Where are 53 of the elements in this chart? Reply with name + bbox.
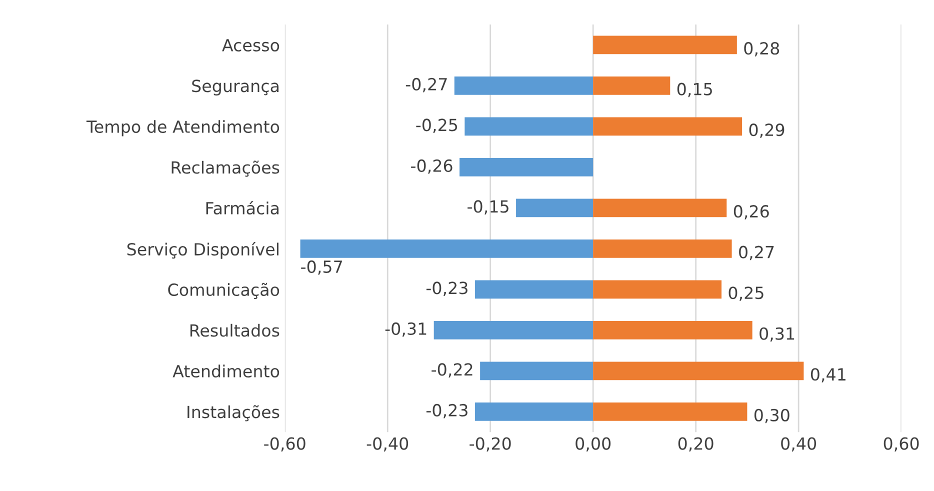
y-tick-label: Acesso — [222, 39, 280, 52]
data-label: -0,57 — [301, 260, 342, 275]
bar — [593, 76, 670, 95]
bar — [474, 280, 594, 299]
data-label: 0,15 — [677, 82, 712, 98]
y-tick-label: Serviço Disponível — [127, 242, 278, 259]
data-label: 0,28 — [744, 42, 780, 56]
y-tick-label: Farmácia — [206, 200, 278, 215]
y-tick-label: Segurança — [192, 80, 278, 96]
bar — [464, 117, 594, 136]
data-label: -0,15 — [468, 200, 508, 214]
bar — [434, 321, 594, 340]
bar — [474, 402, 594, 421]
data-label: 0,31 — [760, 327, 794, 342]
data-label: -0,25 — [416, 118, 458, 133]
data-label: -0,23 — [426, 282, 468, 296]
bar — [593, 36, 737, 54]
y-tick-label: Reclamações — [172, 160, 280, 177]
bar — [593, 280, 722, 299]
data-label: -0,31 — [385, 322, 426, 337]
y-tick-label: Comunicação — [168, 282, 280, 300]
data-label: -0,22 — [432, 363, 472, 378]
bar — [300, 240, 594, 258]
data-label: -0,23 — [426, 404, 468, 418]
bar — [593, 362, 804, 380]
x-tick-label: -0,20 — [470, 437, 511, 452]
data-label: -0,26 — [411, 159, 452, 174]
bar — [593, 117, 742, 136]
bar — [454, 76, 594, 95]
bar — [593, 198, 727, 218]
bar — [593, 321, 752, 340]
bar — [593, 240, 732, 258]
x-tick-label: 0,00 — [576, 437, 611, 452]
y-tick-label: Instalações — [188, 405, 280, 422]
y-tick-label: Atendimento — [172, 364, 280, 378]
bar — [516, 198, 594, 218]
data-label: 0,41 — [810, 368, 846, 382]
data-label: -0,27 — [406, 78, 447, 92]
data-label: 0,26 — [734, 205, 769, 220]
data-label: 0,27 — [739, 246, 774, 260]
data-label: 0,29 — [749, 124, 784, 138]
x-tick-label: 0,40 — [781, 437, 816, 452]
bar — [480, 362, 594, 380]
x-tick-label: 0,60 — [884, 437, 919, 452]
x-tick-label: -0,40 — [366, 437, 408, 452]
data-label: 0,25 — [728, 286, 764, 301]
y-tick-label: Resultados — [190, 324, 280, 337]
bar — [460, 158, 594, 176]
y-tick-label: Tempo de Atendimento — [86, 120, 280, 136]
x-tick-label: 0,20 — [678, 437, 714, 452]
data-label: 0,30 — [754, 408, 790, 424]
bar — [593, 402, 748, 421]
x-tick-label: -0,60 — [264, 437, 306, 452]
